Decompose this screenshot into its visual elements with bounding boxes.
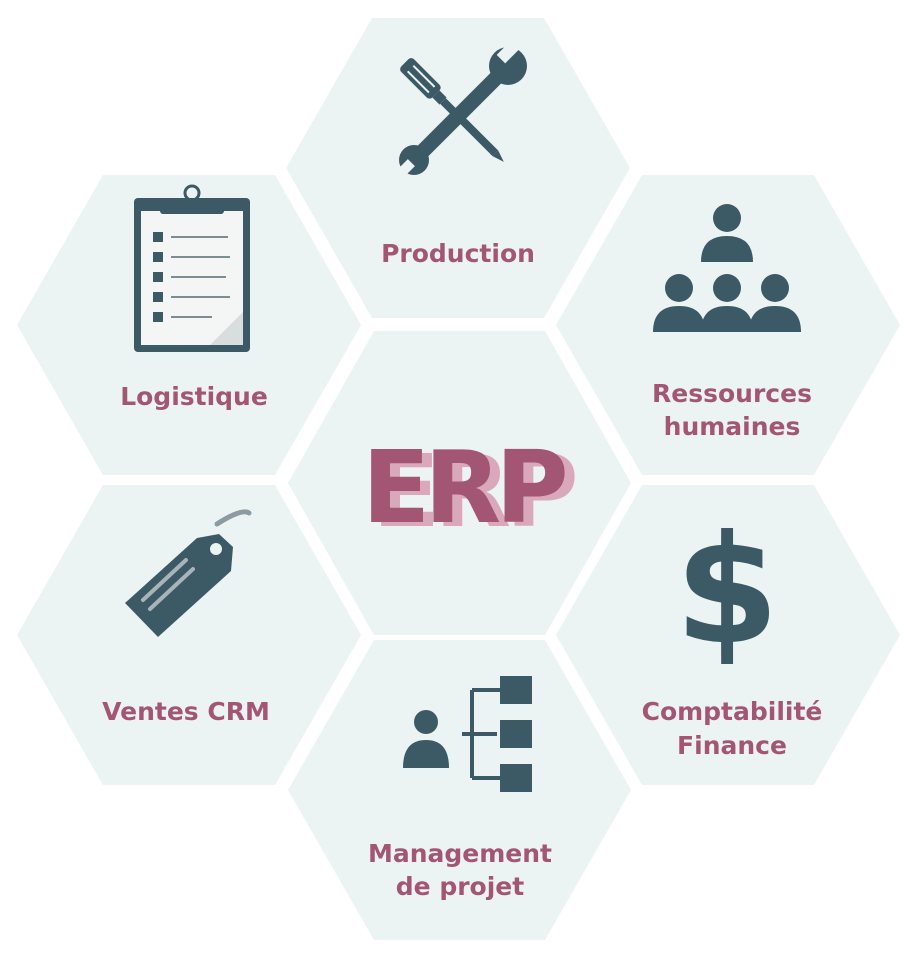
comptabilite-label-line2: Finance <box>677 731 787 760</box>
erp-title-shadow: ERP <box>372 433 575 550</box>
clipboard-checklist-icon <box>134 184 250 352</box>
erp-title: ERP <box>362 429 565 546</box>
production-label: Production <box>381 239 535 268</box>
hex-production[interactable]: Production <box>286 18 630 318</box>
management-label-line2: de projet <box>396 872 524 901</box>
hex-ressources-humaines[interactable]: Ressources humaines <box>556 175 900 475</box>
tools-icon <box>395 39 527 179</box>
comptabilite-label-line1: Comptabilité <box>642 697 823 726</box>
logistique-label: Logistique <box>120 382 268 411</box>
hex-erp: ERP ERP <box>288 331 631 635</box>
rh-label-line1: Ressources <box>652 379 812 408</box>
hex-comptabilite-finance[interactable]: $ Comptabilité Finance <box>556 485 900 785</box>
hex-logistique[interactable]: Logistique <box>17 175 361 475</box>
rh-label-line2: humaines <box>664 412 801 441</box>
team-icon <box>653 204 801 332</box>
price-tag-icon <box>125 509 252 637</box>
org-chart-icon <box>403 676 532 792</box>
hex-management-projet[interactable]: Management de projet <box>288 640 631 940</box>
management-label-line1: Management <box>368 839 552 868</box>
dollar-icon: $ <box>675 504 779 678</box>
svg-text:$: $ <box>675 504 779 678</box>
ventes-label: Ventes CRM <box>102 697 270 726</box>
hex-ventes-crm[interactable]: Ventes CRM <box>17 485 361 785</box>
